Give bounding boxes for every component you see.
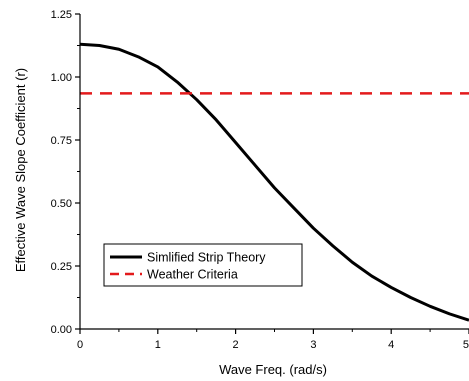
x-tick-label: 2 [233, 339, 239, 351]
axes: 0.00 0.25 0.50 0.75 1.00 1.25 0 1 2 3 4 5 [51, 9, 469, 351]
series-line-1 [80, 42, 469, 322]
y-tick-label: 0.75 [51, 135, 72, 147]
y-tick-label: 0.50 [51, 198, 72, 210]
x-tick-label: 4 [388, 339, 394, 351]
y-tick-label: 0.00 [51, 324, 72, 336]
legend-box [103, 243, 303, 287]
y-axis-title: Effective Wave Slope Coefficient (r) [13, 68, 28, 272]
y-tick-label: 0.25 [51, 261, 72, 273]
x-axis-title: Wave Freq. (rad/s) [219, 362, 327, 377]
x-tick-label: 0 [77, 339, 83, 351]
y-tick-label: 1.00 [51, 72, 72, 84]
legend-label-1: Simlified Strip Theory [147, 251, 266, 265]
x-tick-label: 5 [463, 339, 469, 351]
x-tick-label: 1 [155, 339, 161, 351]
legend-label-2: Weather Criteria [147, 268, 238, 282]
plot-area [80, 42, 469, 322]
legend: Simlified Strip Theory Weather Criteria [103, 243, 303, 287]
y-tick-label: 1.25 [51, 9, 72, 21]
x-tick-label: 3 [310, 339, 316, 351]
